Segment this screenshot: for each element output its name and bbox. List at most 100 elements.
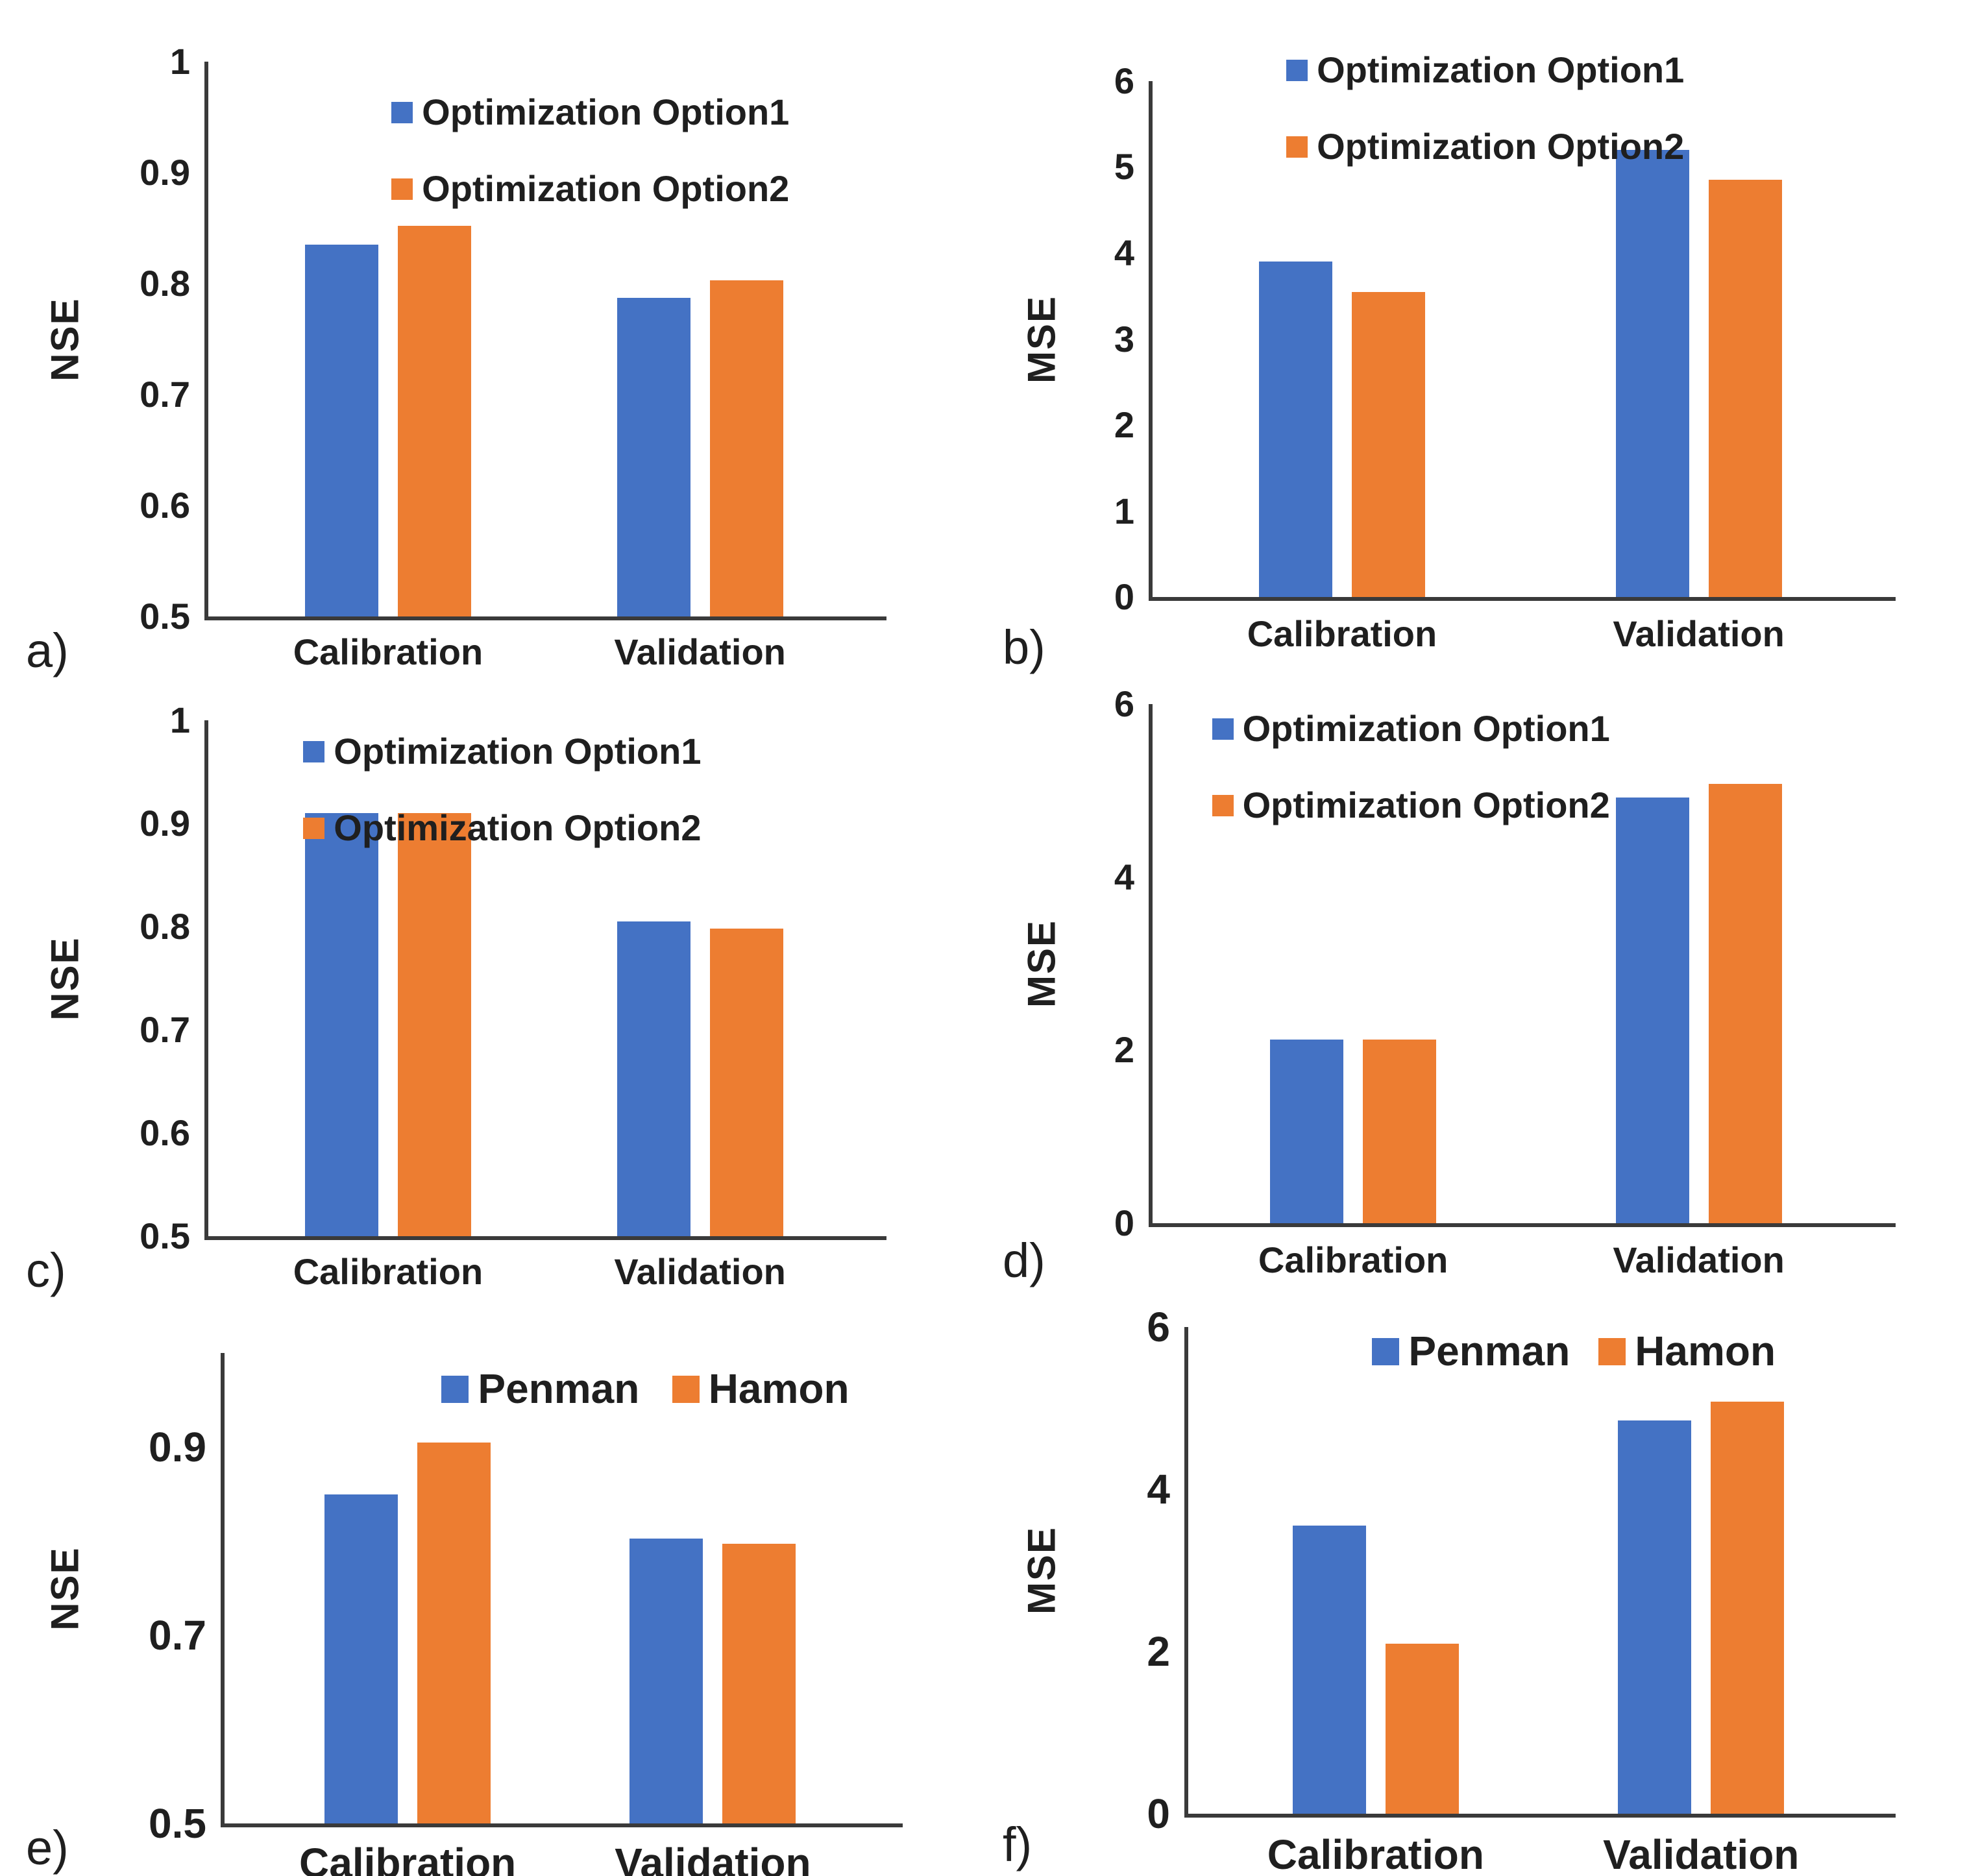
legend-swatch-icon — [391, 178, 413, 200]
y-axis-tick-label: 1 — [169, 700, 190, 740]
legend-label: Optimization Option2 — [1242, 785, 1610, 825]
bar-d-validation-series2 — [1708, 783, 1782, 1223]
chart-panel-c: NSE 1 0.9 0.8 0.7 0.6 0.5 Calibration Validation… — [26, 685, 967, 1297]
bar-f-calibration-series1 — [1292, 1526, 1366, 1814]
bar-b-validation-series1 — [1615, 150, 1689, 597]
y-axis-tick-label: 0.8 — [140, 263, 190, 304]
y-axis-tick-label: 0 — [1147, 1790, 1170, 1837]
legend-swatch-icon — [1212, 794, 1234, 816]
legend-label: Optimization Option1 — [1317, 49, 1685, 90]
legend-item-series2: Optimization Option2 — [1286, 125, 1684, 167]
y-axis-tick-label: 4 — [1114, 232, 1134, 273]
legend-swatch-icon — [1372, 1338, 1400, 1366]
legend-item-series1: Optimization Option1 — [303, 730, 701, 772]
plot-area: 6 4 2 0 Calibration Validation Penman Hamon — [1147, 1306, 1896, 1876]
y-axis-tick-label: 2 — [1114, 404, 1134, 445]
legend-item-series2: Optimization Option2 — [1212, 784, 1610, 826]
x-category-label: Validation — [615, 1840, 811, 1876]
legend-label: Optimization Option2 — [422, 168, 790, 209]
y-axis-tick-label: 0.5 — [140, 596, 190, 637]
y-axis-tick-label: 0 — [1114, 576, 1134, 617]
x-category-label: Validation — [614, 631, 786, 672]
y-axis-tick-label: 0.5 — [149, 1800, 206, 1847]
bar-a-validation-series1 — [617, 298, 690, 616]
x-category-label: Validation — [1603, 1831, 1800, 1876]
y-axis-tick-label: 0.7 — [140, 1009, 190, 1050]
bar-f-validation-series2 — [1711, 1402, 1785, 1814]
y-axis-label: NSE — [43, 936, 87, 1021]
y-axis-tick-label: 5 — [1114, 146, 1134, 188]
x-category-label: Calibration — [293, 1251, 483, 1292]
legend-label: Optimization Option1 — [1242, 708, 1610, 749]
x-category-label: Validation — [1613, 1239, 1785, 1280]
plot-area: 1 0.9 0.8 0.7 0.6 0.5 Calibration Validation Opt… — [140, 702, 886, 1292]
y-axis-tick-label: 0.6 — [140, 485, 190, 526]
bar-d-calibration-series2 — [1363, 1040, 1437, 1223]
legend-label: Optimization Option2 — [334, 807, 702, 848]
panel-letter-d: d) — [1003, 1234, 1045, 1287]
x-category-label: Calibration — [1247, 613, 1437, 654]
y-axis-label: NSE — [43, 297, 87, 382]
legend-item-series2: Optimization Option2 — [391, 167, 789, 210]
bar-f-validation-series1 — [1618, 1420, 1692, 1814]
bar-e-calibration-series2 — [417, 1442, 491, 1823]
y-axis-tick-label: 0.6 — [140, 1112, 190, 1153]
chart-panel-b: MSE 6 5 4 3 2 1 0 Calibration Validation Optimizat… — [1003, 10, 1957, 674]
legend-swatch-icon — [391, 101, 413, 123]
bar-c-validation-series2 — [709, 929, 783, 1236]
y-axis-tick-label: 3 — [1114, 318, 1134, 359]
legend-item-series2: Hamon — [672, 1365, 849, 1413]
bar-b-calibration-series2 — [1351, 291, 1425, 597]
bar-c-calibration-series1 — [304, 813, 378, 1236]
legend-swatch-icon — [441, 1376, 469, 1404]
y-axis-tick-label: 0.9 — [149, 1424, 206, 1470]
legend-swatch-icon — [1286, 59, 1308, 81]
plot-area: 6 4 2 0 Calibration Validation Optimization Op… — [1114, 686, 1896, 1280]
y-axis-tick-label: 6 — [1114, 60, 1134, 101]
bar-e-validation-series2 — [722, 1544, 796, 1823]
x-category-label: Calibration — [299, 1840, 517, 1876]
legend-label: Hamon — [708, 1365, 849, 1412]
y-axis-label: MSE — [1020, 1526, 1064, 1615]
legend-swatch-icon — [672, 1376, 700, 1404]
y-axis-tick-label: 6 — [1147, 1304, 1170, 1350]
panel-letter-b: b) — [1003, 620, 1045, 674]
plot-area: 6 5 4 3 2 1 0 Calibration Validation Optimization… — [1114, 49, 1896, 654]
x-category-label: Calibration — [1258, 1239, 1448, 1280]
legend-swatch-icon — [1598, 1338, 1626, 1366]
y-axis-tick-label: 0.9 — [140, 152, 190, 193]
bar-b-calibration-series1 — [1258, 262, 1332, 597]
bar-a-validation-series2 — [709, 280, 783, 616]
y-axis-label: MSE — [1020, 919, 1064, 1008]
chart-panel-f: MSE 6 4 2 0 Calibration Validation Penman Hamon f… — [1003, 1295, 1957, 1876]
legend-label: Penman — [478, 1365, 640, 1412]
y-axis-tick-label: 6 — [1114, 683, 1134, 724]
y-axis-tick-label: 1 — [169, 41, 190, 82]
chart-panel-e: NSE 0.9 0.7 0.5 Calibration Validation Penman H… — [26, 1301, 967, 1876]
y-axis-tick-label: 2 — [1114, 1029, 1134, 1071]
y-axis-tick-label: 0.8 — [140, 906, 190, 947]
legend-item-series1: Penman — [441, 1365, 639, 1413]
legend-swatch-icon — [1286, 136, 1308, 158]
panel-letter-c: c) — [26, 1243, 66, 1297]
bar-f-calibration-series2 — [1385, 1643, 1459, 1814]
legend-label: Optimization Option2 — [1317, 126, 1685, 167]
bar-d-calibration-series1 — [1270, 1040, 1344, 1223]
legend-item-series1: Penman — [1372, 1327, 1570, 1375]
bar-c-calibration-series2 — [397, 813, 471, 1236]
legend-swatch-icon — [1212, 718, 1234, 740]
bar-e-validation-series1 — [629, 1538, 703, 1823]
y-axis-tick-label: 2 — [1147, 1628, 1170, 1675]
legend-item-series2: Hamon — [1598, 1327, 1776, 1375]
legend-label: Optimization Option1 — [422, 91, 790, 132]
y-axis-tick-label: 0.9 — [140, 803, 190, 844]
legend-swatch-icon — [303, 740, 325, 762]
x-category-label: Calibration — [293, 631, 483, 672]
legend-swatch-icon — [303, 817, 325, 839]
y-axis-tick-label: 0 — [1114, 1202, 1134, 1243]
x-category-label: Calibration — [1267, 1831, 1484, 1876]
bar-b-validation-series2 — [1708, 180, 1782, 597]
bar-a-calibration-series1 — [304, 245, 378, 616]
bar-a-calibration-series2 — [397, 226, 471, 616]
